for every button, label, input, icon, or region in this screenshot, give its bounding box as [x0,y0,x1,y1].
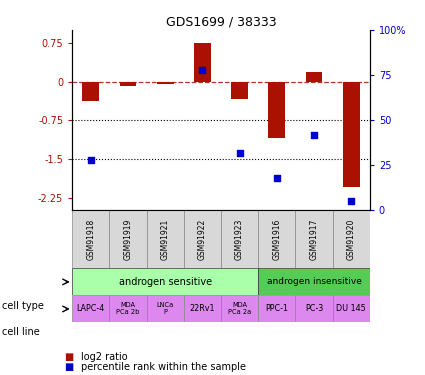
Text: androgen sensitive: androgen sensitive [119,277,212,287]
Bar [269,81,285,138]
Bar [258,268,370,296]
Bar [258,210,295,268]
Bar [332,210,370,268]
Text: LNCa
P: LNCa P [156,303,174,315]
Text: GSM91920: GSM91920 [347,219,356,260]
Bar [332,296,370,322]
Bar [82,81,99,101]
Bar [231,81,248,99]
Point [348,198,354,204]
Text: PC-3: PC-3 [305,304,323,313]
Bar [295,296,332,322]
Bar [109,296,147,322]
Text: GSM91919: GSM91919 [124,219,133,260]
Text: GSM91921: GSM91921 [161,219,170,260]
Text: MDA
PCa 2b: MDA PCa 2b [116,303,140,315]
Bar [184,296,221,322]
Text: PPC-1: PPC-1 [265,304,288,313]
Point [236,150,243,156]
Bar [120,81,136,86]
Text: androgen insensitive: androgen insensitive [266,278,361,286]
Bar [72,210,109,268]
Text: GSM91918: GSM91918 [86,219,95,260]
Bar [221,296,258,322]
Bar [194,43,211,81]
Text: LAPC-4: LAPC-4 [77,304,105,313]
Bar [72,268,258,296]
Text: GSM91922: GSM91922 [198,219,207,260]
Text: ■: ■ [64,352,73,362]
Text: cell type: cell type [2,301,44,310]
Bar [109,210,147,268]
Text: GSM91917: GSM91917 [309,219,318,260]
Bar [343,81,360,187]
Bar [147,296,184,322]
Text: cell line: cell line [2,327,40,337]
Point [273,175,280,181]
Bar [184,210,221,268]
Point [88,157,94,163]
Bar [258,296,295,322]
Point [199,67,206,73]
Text: GSM91916: GSM91916 [272,219,281,260]
Text: ■: ■ [64,362,73,372]
Text: GSM91923: GSM91923 [235,219,244,260]
Bar [295,210,332,268]
Text: MDA
PCa 2a: MDA PCa 2a [228,303,251,315]
Bar [157,81,173,84]
Text: 22Rv1: 22Rv1 [190,304,215,313]
Bar [147,210,184,268]
Title: GDS1699 / 38333: GDS1699 / 38333 [166,16,276,29]
Bar [72,296,109,322]
Text: log2 ratio: log2 ratio [81,352,128,362]
Bar [221,210,258,268]
Text: DU 145: DU 145 [336,304,366,313]
Text: percentile rank within the sample: percentile rank within the sample [81,362,246,372]
Point [311,132,317,138]
Bar [306,72,322,81]
